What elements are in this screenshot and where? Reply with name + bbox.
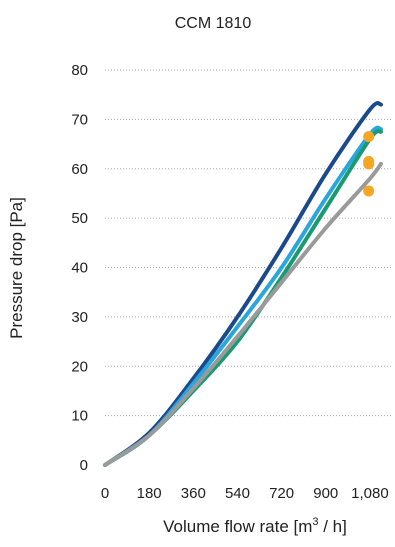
x-tick-label: 360 (181, 485, 206, 502)
y-tick-label: 40 (71, 260, 88, 277)
y-tick-label: 80 (71, 62, 88, 79)
x-tick-label: 720 (269, 485, 294, 502)
x-axis-ticks: 0 180 360 540 720 900 1,080 (101, 485, 389, 502)
y-tick-label: 0 (80, 457, 88, 474)
x-axis-label-suffix: / h] (319, 517, 347, 536)
operating-point-marker (363, 158, 375, 170)
operating-point-marker (363, 131, 375, 143)
x-axis-label: Volume flow rate [m3 / h] (163, 516, 347, 536)
y-tick-label: 50 (71, 210, 88, 227)
y-tick-label: 70 (71, 111, 88, 128)
x-tick-label: 180 (137, 485, 162, 502)
y-tick-label: 30 (71, 309, 88, 326)
series-line (103, 161, 383, 467)
chart-title: CCM 1810 (175, 15, 252, 32)
grid (105, 69, 392, 417)
y-tick-label: 20 (71, 358, 88, 375)
series-line (103, 125, 383, 467)
y-tick-label: 60 (71, 161, 88, 178)
x-tick-label: 540 (225, 485, 250, 502)
series-layer (103, 101, 383, 467)
x-tick-label: 1,080 (351, 485, 389, 502)
operating-point-marker (363, 185, 375, 197)
x-axis-label-sup: 3 (312, 516, 318, 528)
y-axis-ticks: 0 10 20 30 40 50 60 70 80 (71, 62, 88, 474)
x-tick-label: 0 (101, 485, 109, 502)
points-layer (363, 131, 375, 197)
x-tick-label: 900 (313, 485, 338, 502)
series-line (103, 101, 383, 467)
x-axis-label-prefix: Volume flow rate [m (163, 517, 312, 536)
y-tick-label: 10 (71, 408, 88, 425)
y-axis-label: Pressure drop [Pa] (7, 197, 26, 339)
